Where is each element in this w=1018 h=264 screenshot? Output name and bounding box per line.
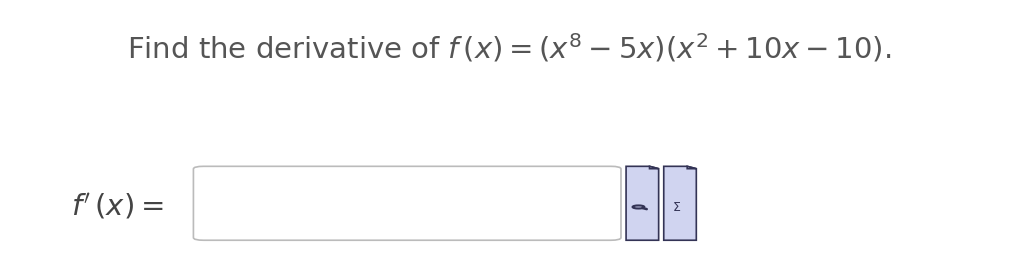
Polygon shape — [649, 166, 659, 169]
Text: $f'\,(x) =$: $f'\,(x) =$ — [71, 191, 164, 221]
Text: Find the derivative of $f\,(x) = \left(x^8 - 5x\right)\left(x^2 + 10x - 10\right: Find the derivative of $f\,(x) = \left(x… — [127, 32, 891, 65]
Text: $\Sigma$: $\Sigma$ — [672, 201, 681, 214]
Polygon shape — [664, 166, 696, 240]
Polygon shape — [626, 166, 659, 240]
FancyBboxPatch shape — [193, 166, 621, 240]
Polygon shape — [687, 166, 696, 169]
